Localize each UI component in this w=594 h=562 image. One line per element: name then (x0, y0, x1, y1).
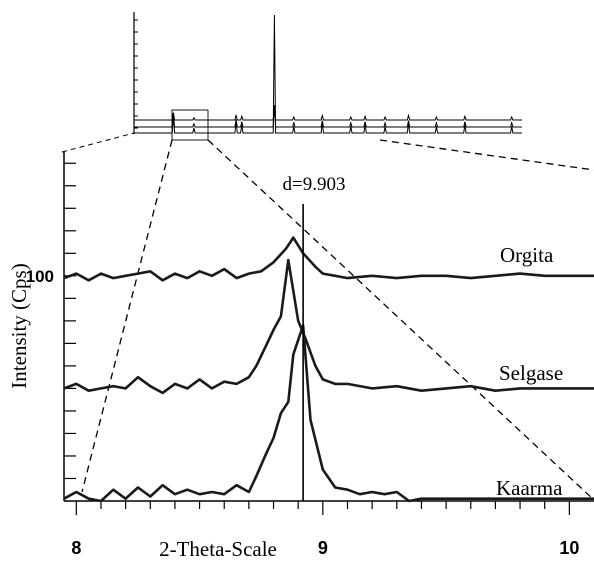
series-selgase (63, 258, 594, 395)
zoom-connector-left (81, 139, 173, 493)
overview-trace-kaarma (134, 14, 522, 134)
overview-y-ticks (134, 19, 138, 129)
x-tick-label: 10 (559, 538, 579, 558)
overview-trace-selgase (134, 105, 522, 128)
zoom-connectors (61, 132, 594, 501)
series-label-selgase: Selgase (499, 361, 563, 385)
zoom-connector-top-left (61, 132, 135, 153)
zoom-connector-top-right (379, 139, 594, 171)
x-ticks: 8 9 10 (71, 501, 579, 558)
series-label-kaarma: Kaarma (496, 476, 563, 500)
y-tick-label: 100 (26, 267, 54, 286)
zoom-connector-right (207, 139, 594, 501)
overview-panel (133, 12, 522, 141)
series-kaarma (63, 324, 594, 503)
d-spacing-label: d=9.903 (283, 174, 346, 195)
x-tick-label: 9 (318, 538, 328, 558)
series-label-orgita: Orgita (500, 243, 554, 267)
y-ticks: 100 (26, 162, 76, 480)
x-axis-label: 2-Theta-Scale (159, 537, 277, 561)
y-axis-label: Intensity (Cps) (7, 263, 31, 388)
main-plot: 100 8 9 10 (26, 152, 594, 558)
overview-traces (134, 14, 522, 134)
series-lines (63, 236, 594, 503)
x-tick-label: 8 (71, 538, 81, 558)
series-orgita (63, 236, 594, 282)
overview-trace-orgita (134, 105, 522, 121)
overview-zoom-box (171, 109, 209, 141)
